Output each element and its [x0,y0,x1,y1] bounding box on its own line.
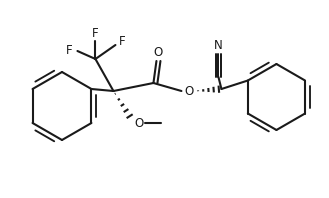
Text: N: N [214,38,223,51]
Text: O: O [154,46,163,58]
Text: O: O [185,85,194,97]
Text: F: F [119,34,126,48]
Text: F: F [66,44,73,56]
Text: F: F [92,27,99,39]
Text: O: O [135,116,144,129]
